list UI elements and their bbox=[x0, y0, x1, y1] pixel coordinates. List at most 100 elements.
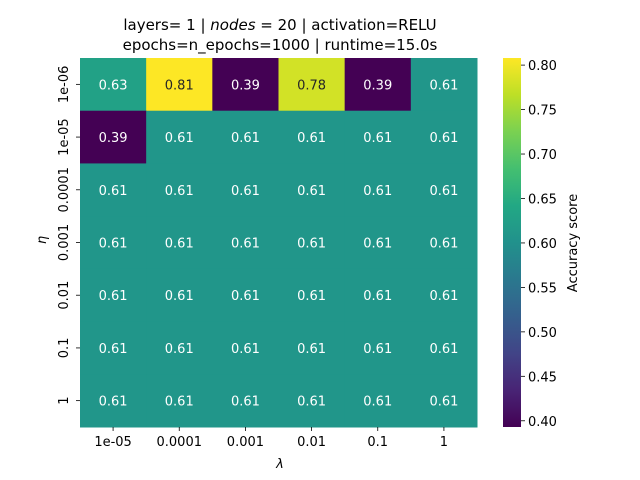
cell-value-label: 0.61 bbox=[99, 395, 128, 410]
y-tick-label: 0.0001 bbox=[57, 167, 72, 213]
y-tick-label: 0.1 bbox=[57, 338, 72, 359]
cell-value-label: 0.61 bbox=[363, 395, 392, 410]
cell-value-label: 0.39 bbox=[363, 78, 392, 93]
cell-value-label: 0.61 bbox=[429, 342, 458, 357]
heatmap-cell bbox=[344, 58, 412, 112]
heatmap-cell bbox=[278, 163, 346, 217]
cell-value-label: 0.61 bbox=[429, 78, 458, 93]
cell-value-label: 0.61 bbox=[429, 184, 458, 199]
heatmap-cell bbox=[80, 321, 147, 375]
heatmap-cell bbox=[344, 374, 412, 428]
x-axis: 1e-05 0.0001 0.001 0.01 0.1 1 bbox=[94, 427, 448, 450]
heatmap-cell bbox=[410, 268, 478, 323]
y-tick-label: 1e-05 bbox=[57, 118, 72, 156]
heatmap-cells bbox=[80, 58, 478, 428]
colorbar: 0.40 0.45 0.50 0.55 0.60 0.65 0.70 0.75 0.80 bbox=[503, 58, 557, 430]
cell-value-label: 0.39 bbox=[231, 78, 260, 93]
cell-value-label: 0.39 bbox=[99, 131, 128, 146]
heatmap-cell bbox=[80, 374, 147, 428]
heatmap-cell bbox=[278, 58, 346, 112]
cell-value-label: 0.61 bbox=[363, 289, 392, 304]
heatmap-cell bbox=[212, 374, 279, 428]
x-tick-label: 1e-05 bbox=[94, 435, 132, 450]
heatmap-cell bbox=[410, 216, 478, 270]
cell-value-label: 0.61 bbox=[297, 184, 326, 199]
heatmap-cell bbox=[344, 268, 412, 323]
cell-value-label: 0.61 bbox=[99, 342, 128, 357]
colorbar-tick-label: 0.80 bbox=[528, 59, 557, 74]
colorbar-tick-label: 0.75 bbox=[528, 104, 557, 119]
colorbar-label: Accuracy score bbox=[566, 194, 581, 292]
cell-value-label: 0.61 bbox=[165, 237, 194, 252]
cell-value-label: 0.61 bbox=[297, 289, 326, 304]
cell-value-label: 0.78 bbox=[297, 78, 326, 93]
chart-title-line2: epochs=n_epochs=1000 | runtime=15.0s bbox=[123, 36, 438, 55]
cell-value-label: 0.61 bbox=[165, 342, 194, 357]
heatmap-cell bbox=[146, 110, 213, 164]
heatmap-cell bbox=[410, 110, 478, 164]
cell-value-label: 0.61 bbox=[297, 395, 326, 410]
colorbar-tick-label: 0.55 bbox=[528, 281, 557, 296]
cell-value-label: 0.61 bbox=[429, 237, 458, 252]
x-tick-label: 0.0001 bbox=[157, 435, 203, 450]
x-tick-label: 0.1 bbox=[367, 435, 388, 450]
y-axis: 1e-06 1e-05 0.0001 0.001 0.01 0.1 1 bbox=[57, 66, 80, 405]
x-tick-label: 0.01 bbox=[297, 435, 326, 450]
cell-value-label: 0.61 bbox=[429, 131, 458, 146]
y-tick-label: 1 bbox=[57, 397, 72, 405]
cell-value-label: 0.61 bbox=[165, 184, 194, 199]
heatmap-cell bbox=[410, 163, 478, 217]
heatmap-cell bbox=[344, 110, 412, 164]
y-tick-label: 0.001 bbox=[57, 224, 72, 261]
heatmap-cell bbox=[146, 163, 213, 217]
heatmap-cell bbox=[146, 374, 213, 428]
cell-value-label: 0.61 bbox=[99, 289, 128, 304]
colorbar-tick-label: 0.70 bbox=[528, 148, 557, 163]
cell-value-label: 0.61 bbox=[231, 342, 260, 357]
heatmap-cell bbox=[344, 163, 412, 217]
cell-value-label: 0.61 bbox=[363, 184, 392, 199]
cell-value-label: 0.61 bbox=[429, 395, 458, 410]
x-tick-label: 1 bbox=[440, 435, 448, 450]
colorbar-tick-label: 0.45 bbox=[528, 370, 557, 385]
cell-value-label: 0.61 bbox=[165, 131, 194, 146]
cell-value-label: 0.61 bbox=[99, 237, 128, 252]
heatmap-cell bbox=[212, 321, 279, 375]
heatmap-cell bbox=[80, 110, 147, 164]
cell-value-label: 0.61 bbox=[363, 342, 392, 357]
x-axis-label: λ bbox=[275, 457, 284, 472]
x-tick-label: 0.001 bbox=[227, 435, 264, 450]
heatmap-cell bbox=[146, 216, 213, 270]
cell-value-label: 0.61 bbox=[363, 131, 392, 146]
heatmap-cell bbox=[80, 216, 147, 270]
cell-value-label: 0.61 bbox=[231, 131, 260, 146]
y-axis-label: η bbox=[35, 236, 50, 244]
cell-value-label: 0.61 bbox=[429, 289, 458, 304]
heatmap-cell bbox=[410, 321, 478, 375]
heatmap-cell bbox=[410, 374, 478, 428]
heatmap-cell bbox=[146, 321, 213, 375]
heatmap-cell bbox=[80, 268, 147, 323]
chart-title: layers= 1 | nodes = 20 | activation=RELU… bbox=[123, 16, 438, 55]
cell-value-label: 0.61 bbox=[297, 342, 326, 357]
cell-value-label: 0.61 bbox=[231, 289, 260, 304]
heatmap-cell bbox=[212, 58, 279, 112]
colorbar-tick-label: 0.65 bbox=[528, 192, 557, 207]
cell-value-label: 0.61 bbox=[231, 184, 260, 199]
heatmap-cell bbox=[212, 268, 279, 323]
heatmap-cell bbox=[278, 216, 346, 270]
colorbar-tick-label: 0.60 bbox=[528, 237, 557, 252]
heatmap-cell bbox=[212, 163, 279, 217]
heatmap-cell bbox=[146, 58, 213, 112]
chart-title-line1: layers= 1 | nodes = 20 | activation=RELU bbox=[123, 16, 436, 34]
cell-value-label: 0.61 bbox=[165, 289, 194, 304]
heatmap-cell bbox=[80, 58, 147, 112]
colorbar-tick-label: 0.50 bbox=[528, 326, 557, 341]
y-tick-label: 0.01 bbox=[57, 281, 72, 310]
cell-value-label: 0.61 bbox=[165, 395, 194, 410]
y-tick-label: 1e-06 bbox=[57, 66, 72, 104]
heatmap-cell bbox=[278, 268, 346, 323]
heatmap-cell bbox=[80, 163, 147, 217]
cell-value-label: 0.61 bbox=[363, 237, 392, 252]
